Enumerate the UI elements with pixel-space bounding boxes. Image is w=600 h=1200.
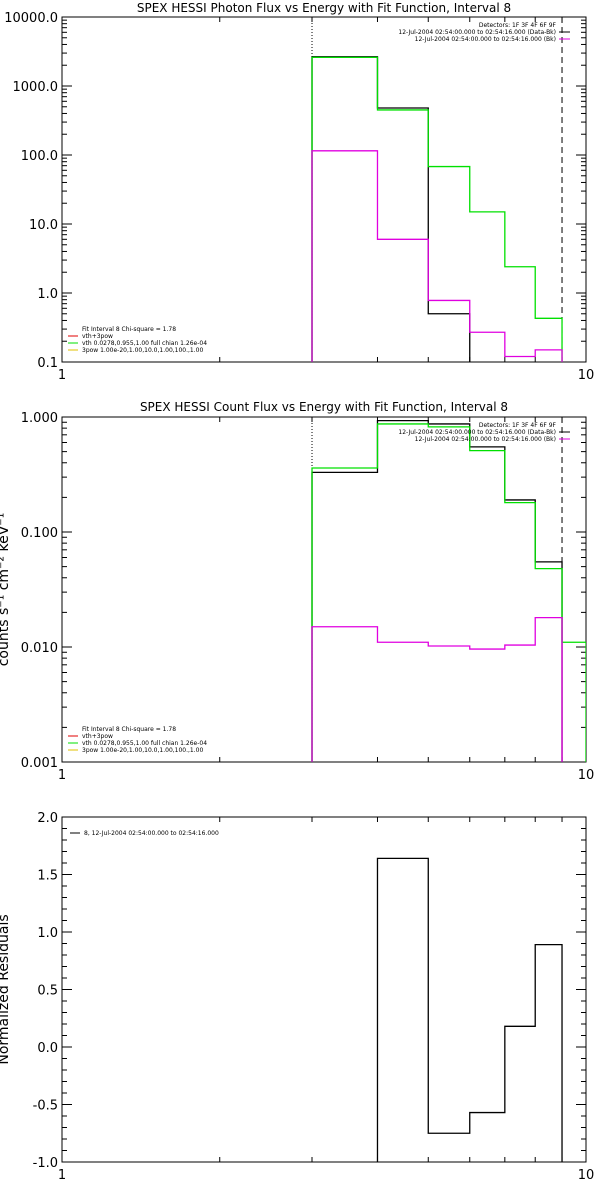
x-tick-label: 1: [58, 368, 66, 383]
y-tick-label: -1.0: [33, 1156, 58, 1171]
plot-area: [311, 417, 586, 762]
legend-text: vth 0.0278,0.955,1.00 full chian 1.26e-0…: [82, 340, 207, 347]
y-tick-label: 0.0: [37, 1041, 58, 1056]
legend-text: 3pow 1.00e-20,1.00,10.0,1.00,100.,1.00: [82, 747, 203, 754]
legend-text: vth+3pow: [82, 733, 113, 740]
x-tick-label: 10: [578, 368, 595, 383]
plot-frame: [61, 416, 587, 763]
y-tick-label: 1.0: [37, 287, 58, 302]
legend-text: Detectors: 1F 3F 4F 6F 9F: [479, 422, 557, 429]
y-tick-label: 0.5: [37, 984, 58, 999]
y-tick-label: 10.0: [29, 218, 58, 233]
chart-title: SPEX HESSI Count Flux vs Energy with Fit…: [140, 400, 508, 414]
panel-3: Normalized Residuals 1 10 2.0 1.5 1.0 0.5 0.0 -0…: [0, 811, 594, 1183]
panel-2: SPEX HESSI Count Flux vs Energy with Fit…: [0, 400, 594, 783]
y-tick-label: 1000.0: [13, 80, 59, 95]
series-0-step-line: [376, 857, 563, 1162]
y-tick-label: 2.0: [37, 811, 58, 826]
legend-text: 12-Jul-2004 02:54:00.000 to 02:54:16.000…: [398, 429, 556, 436]
plot-frame: [61, 16, 587, 363]
plot-area: [376, 857, 563, 1162]
y-tick-label: -0.5: [33, 1099, 58, 1114]
legend-text: 12-Jul-2004 02:54:00.000 to 02:54:16.000…: [415, 436, 556, 443]
series-0-step-line: [311, 419, 563, 762]
y-tick-label: 0.1: [37, 356, 58, 371]
x-tick-label: 1: [58, 1168, 66, 1183]
y-tick-label: 100.0: [21, 149, 58, 164]
legend-text: 12-Jul-2004 02:54:00.000 to 02:54:16.000…: [415, 36, 556, 43]
legend-text: Detectors: 1F 3F 4F 6F 9F: [479, 22, 557, 29]
series-2-step-line: [311, 616, 563, 762]
series-0-step-line: [311, 56, 471, 362]
y-tick-label: 10000.0: [4, 11, 58, 26]
legend-text: Fit Interval 8 Chi-square = 1.78: [82, 726, 176, 733]
legend-text: 8, 12-Jul-2004 02:54:00.000 to 02:54:16.…: [84, 830, 219, 837]
x-tick-label: 10: [578, 768, 595, 783]
series-1-step-line: [311, 423, 586, 762]
y-tick-label: 1.5: [37, 869, 58, 884]
legend-text: vth+3pow: [82, 333, 113, 340]
legend-text: vth 0.0278,0.955,1.00 full chian 1.26e-0…: [82, 740, 207, 747]
y-tick-label: 0.100: [21, 526, 58, 541]
legend-text: 12-Jul-2004 02:54:00.000 to 02:54:16.000…: [398, 29, 556, 36]
panel-1: SPEX HESSI Photon Flux vs Energy with Fi…: [4, 1, 594, 383]
legend-text: 3pow 1.00e-20,1.00,10.0,1.00,100.,1.00: [82, 347, 203, 354]
series-1-step-line: [311, 56, 563, 362]
y-tick-label: 0.010: [21, 641, 58, 656]
y-axis-label: counts s⁻¹ cm⁻² keV⁻¹: [0, 513, 12, 667]
x-tick-label: 1: [58, 768, 66, 783]
legend-text: Fit Interval 8 Chi-square = 1.78: [82, 326, 176, 333]
y-tick-label: 0.001: [21, 756, 58, 771]
y-tick-label: 1.000: [21, 411, 58, 426]
plot-frame: [61, 816, 587, 1163]
x-tick-label: 10: [578, 1168, 595, 1183]
plot-area: [311, 17, 563, 362]
chart-title: SPEX HESSI Photon Flux vs Energy with Fi…: [137, 1, 511, 15]
y-tick-label: 1.0: [37, 926, 58, 941]
y-axis-label: Normalized Residuals: [0, 914, 12, 1064]
series-2-step-line: [311, 150, 563, 362]
